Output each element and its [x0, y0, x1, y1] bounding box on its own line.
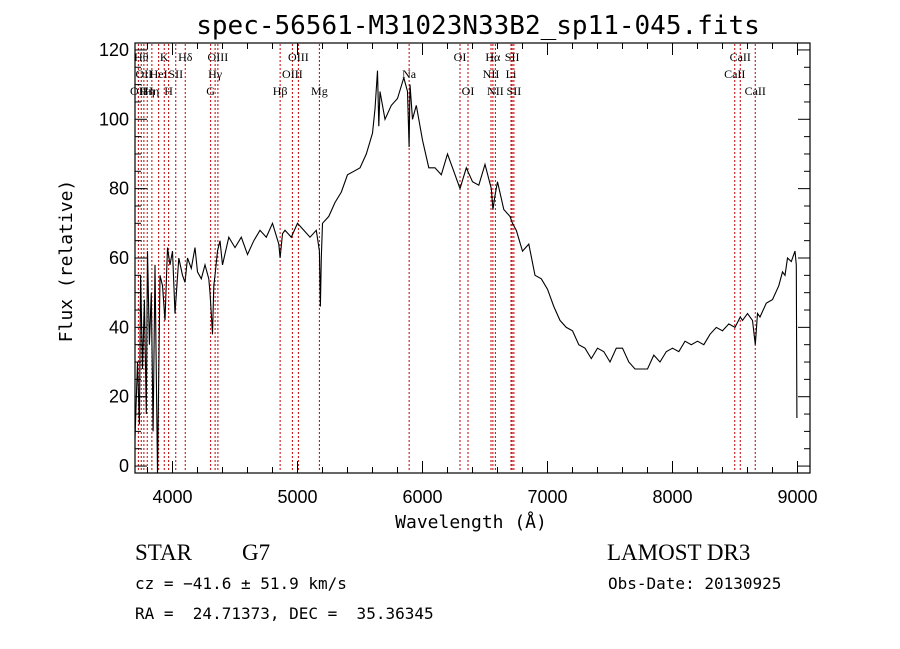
y-tick-label: 0: [119, 456, 129, 476]
y-axis-label: Flux (relative): [56, 180, 77, 343]
observation-date: Obs-Date: 20130925: [608, 574, 781, 593]
x-tick-label: 5000: [277, 487, 317, 507]
object-class: STAR: [135, 540, 193, 565]
line-label-25: SII: [507, 84, 522, 98]
x-tick-label: 7000: [527, 487, 567, 507]
line-label-16: Mg: [311, 84, 328, 98]
y-tick-label: 20: [109, 387, 129, 407]
line-label-20: NII: [483, 67, 500, 81]
chart-title: spec-56561-M31023N33B2_sp11-045.fits: [196, 11, 760, 41]
axis-ticks: 4000 5000 6000 7000 8000 9000 0 20 40 60 80 100 120: [99, 40, 818, 507]
y-tick-label: 60: [109, 248, 129, 268]
line-label-18: OI: [454, 50, 467, 64]
coordinates: RA = 24.71373, DEC = 35.36345: [135, 604, 434, 623]
line-label-2: OII: [136, 67, 153, 81]
line-label-15: OIII: [288, 50, 309, 64]
line-label-3: Hη: [140, 84, 155, 98]
spectral-line-markers: [137, 44, 756, 472]
line-label-26: CaII: [724, 67, 745, 81]
object-subclass: G7: [242, 540, 270, 565]
line-label-6: K: [160, 50, 169, 64]
x-axis-label: Wavelength (Å): [395, 511, 547, 533]
y-tick-label: 80: [109, 179, 129, 199]
line-label-7: H: [164, 84, 173, 98]
line-label-27: CaII: [730, 50, 751, 64]
y-tick-label: 40: [109, 317, 129, 337]
line-label-5: HeI: [150, 67, 168, 81]
y-tick-label: 120: [99, 40, 129, 60]
line-label-0: OII: [130, 84, 147, 98]
line-label-8: SII: [168, 67, 183, 81]
line-label-14: OIII: [282, 67, 303, 81]
x-tick-label: 6000: [402, 487, 442, 507]
spectral-line-labels: OIIHθOIIHηHηHeIKHSIIHδGHγOIIIHβOIIIOIIIM…: [130, 50, 766, 98]
line-label-4: Hη: [144, 84, 159, 98]
x-tick-label: 4000: [152, 487, 192, 507]
line-label-22: NII: [487, 84, 504, 98]
x-tick-label: 8000: [652, 487, 692, 507]
line-label-9: Hδ: [178, 50, 193, 64]
survey-name: LAMOST DR3: [607, 540, 750, 565]
line-label-24: SII: [505, 50, 520, 64]
redshift-cz: cz = −41.6 ± 51.9 km/s: [135, 574, 347, 593]
spectrum-flux-line: [134, 70, 798, 474]
line-label-19: OI: [462, 84, 475, 98]
line-label-21: Hα: [485, 50, 501, 64]
y-tick-label: 100: [99, 109, 129, 129]
line-label-1: Hθ: [134, 50, 149, 64]
x-tick-label: 9000: [777, 487, 817, 507]
line-label-17: Na: [402, 67, 417, 81]
line-label-23: Li: [506, 67, 517, 81]
line-label-10: G: [206, 84, 215, 98]
line-label-28: CaII: [745, 84, 766, 98]
plot-frame: [134, 42, 811, 474]
line-label-13: Hβ: [273, 84, 288, 98]
line-label-12: OIII: [208, 50, 229, 64]
line-label-11: Hγ: [208, 67, 223, 81]
